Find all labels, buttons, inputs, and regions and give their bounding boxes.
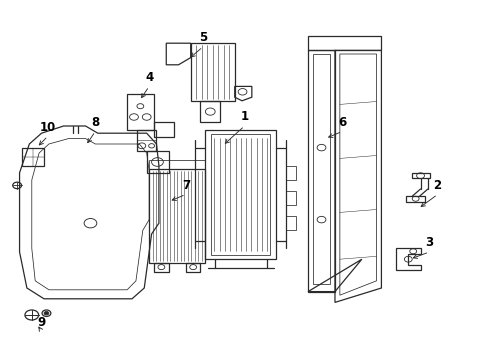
Text: 9: 9	[38, 316, 45, 329]
Text: 3: 3	[425, 237, 432, 249]
Text: 2: 2	[433, 179, 441, 192]
Text: 6: 6	[338, 116, 346, 129]
Text: 5: 5	[199, 31, 206, 44]
Text: 10: 10	[40, 121, 56, 134]
Circle shape	[44, 311, 49, 315]
Text: 1: 1	[240, 111, 248, 123]
Text: 4: 4	[145, 71, 153, 84]
Text: 7: 7	[182, 179, 189, 192]
Text: 8: 8	[91, 116, 99, 129]
